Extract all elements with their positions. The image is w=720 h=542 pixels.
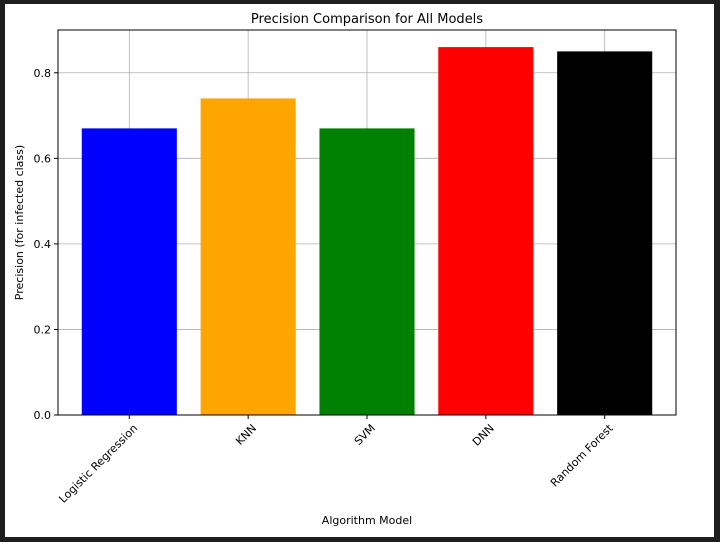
x-tick-label: DNN [470,422,497,449]
x-tick-label: Random Forest [548,421,616,489]
y-tick-label: 0.0 [34,409,52,422]
x-tick-label: Logistic Regression [56,422,140,506]
y-tick-label: 0.8 [34,67,52,80]
x-axis-ticks: Logistic Regression KNN SVM DNN Random Fores… [56,415,616,506]
x-axis-label: Algorithm Model [322,514,412,527]
bars [81,47,653,416]
y-tick-label: 0.6 [34,152,52,165]
bar-logistic-regression [81,128,177,415]
bar-dnn [438,47,534,415]
y-axis-ticks: 0.0 0.2 0.4 0.6 0.8 [34,67,58,422]
bar-knn [200,98,296,415]
chart-title: Precision Comparison for All Models [251,12,483,27]
bar-svm [319,128,415,415]
bar-chart: 0.0 0.2 0.4 0.6 0.8 Logistic Regression KNN SV… [13,12,677,527]
y-tick-label: 0.4 [34,238,52,251]
y-tick-label: 0.2 [34,323,52,336]
y-axis-label: Precision (for infected class) [13,145,26,300]
bar-random-forest [557,51,653,416]
figure-frame: 0.0 0.2 0.4 0.6 0.8 Logistic Regression KNN SV… [5,4,714,537]
x-tick-label: KNN [233,422,259,448]
x-tick-label: SVM [352,422,378,448]
